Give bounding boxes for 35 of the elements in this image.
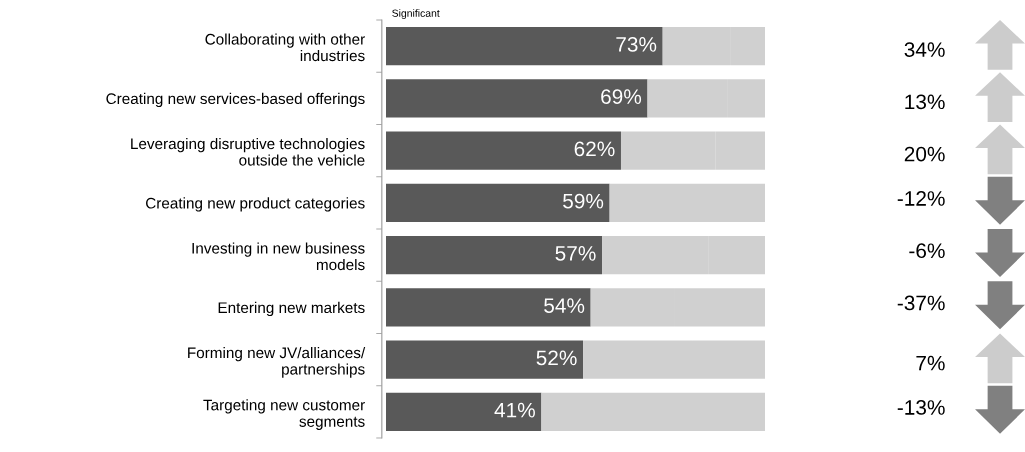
y-tick-label: Leveraging disruptive technologies outside the vehicle: [131, 137, 365, 166]
bar: [386, 131, 621, 170]
y-tick-label: Collaborating with other industries: [205, 33, 365, 62]
y-tick-label: Targeting new customer segments: [203, 399, 365, 430]
y-tick-label: Investing in new business models: [192, 242, 365, 271]
bar: [541, 392, 765, 431]
bar: [386, 288, 591, 327]
bar: [386, 392, 542, 431]
series-label: Significant: [392, 9, 440, 19]
data-label: 7%: [916, 355, 945, 371]
data-label: -13%: [897, 400, 945, 415]
bar: [386, 236, 603, 275]
bar: [386, 340, 584, 379]
data-label: 62%: [574, 141, 615, 157]
data-label: -6%: [909, 243, 945, 259]
bar: [386, 183, 610, 222]
data-label: 20%: [904, 146, 945, 162]
y-tick-label: Entering new markets: [218, 301, 365, 317]
data-label: 52%: [536, 350, 577, 366]
y-tick-label: Creating new services-based offerings: [106, 92, 365, 108]
data-label: 69%: [601, 89, 642, 104]
data-label: 54%: [544, 298, 585, 313]
y-tick-label: Forming new JV/alliances/ partnerships: [188, 346, 366, 378]
data-label: -12%: [897, 191, 945, 206]
data-label: 41%: [494, 402, 535, 418]
data-label: -37%: [897, 295, 945, 311]
data-label: 13%: [905, 94, 945, 110]
data-label: 57%: [555, 246, 596, 261]
data-label: 73%: [616, 36, 657, 52]
bar: [386, 79, 648, 118]
data-label: 34%: [904, 42, 945, 57]
bar: [609, 183, 765, 222]
bar: [386, 27, 663, 66]
data-label: 59%: [563, 193, 604, 209]
y-tick-label: Creating new product categories: [146, 197, 365, 212]
